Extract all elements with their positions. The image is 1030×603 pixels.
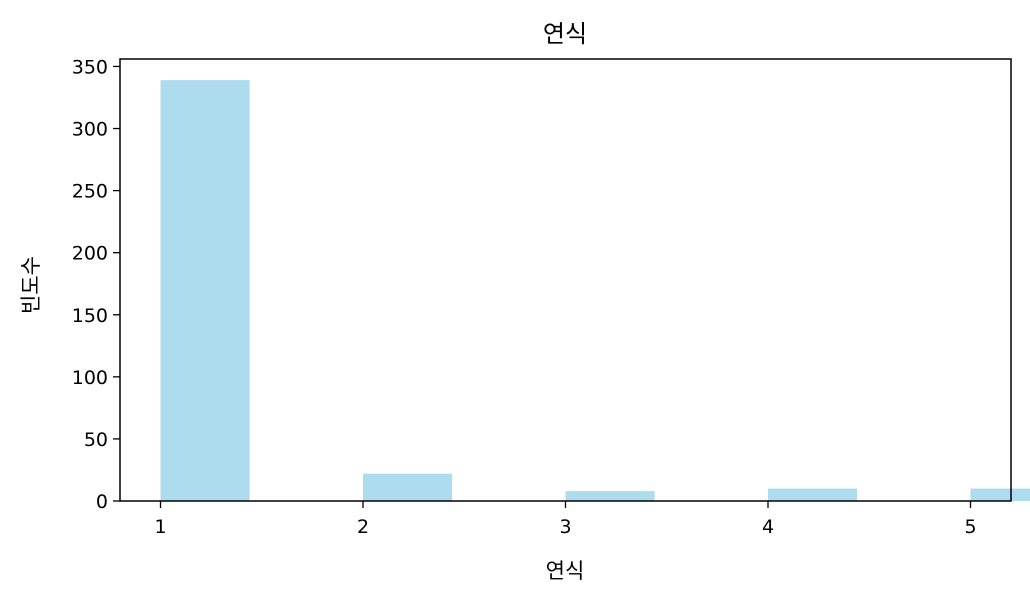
y-tick-label: 150 [72,305,108,327]
x-tick-label: 1 [154,516,166,538]
x-axis: 1 2 3 4 5 [154,501,977,538]
x-tick-label: 3 [559,516,571,538]
y-tick-label: 300 [72,119,108,141]
y-tick-label: 350 [72,56,108,78]
y-tick-label: 50 [84,429,108,451]
bars-group [160,80,1030,501]
x-tick-label: 4 [762,516,774,538]
chart-title: 연식 [543,20,587,48]
bar-1 [160,80,250,501]
y-tick-label: 250 [72,181,108,203]
bar-4 [768,488,858,501]
y-tick-label: 200 [72,243,108,265]
plot-frame [119,58,1012,502]
x-tick-label: 5 [964,516,976,538]
x-axis-label: 연식 [546,559,585,583]
bar-5 [970,488,1030,501]
x-tick-label: 2 [357,516,369,538]
bar-2 [363,473,453,501]
y-axis-label: 빈도수 [19,256,43,314]
y-axis: 0 50 100 150 200 250 300 350 [72,56,120,513]
y-tick-label: 0 [96,491,108,513]
y-tick-label: 100 [72,367,108,389]
bar-3 [565,491,655,501]
